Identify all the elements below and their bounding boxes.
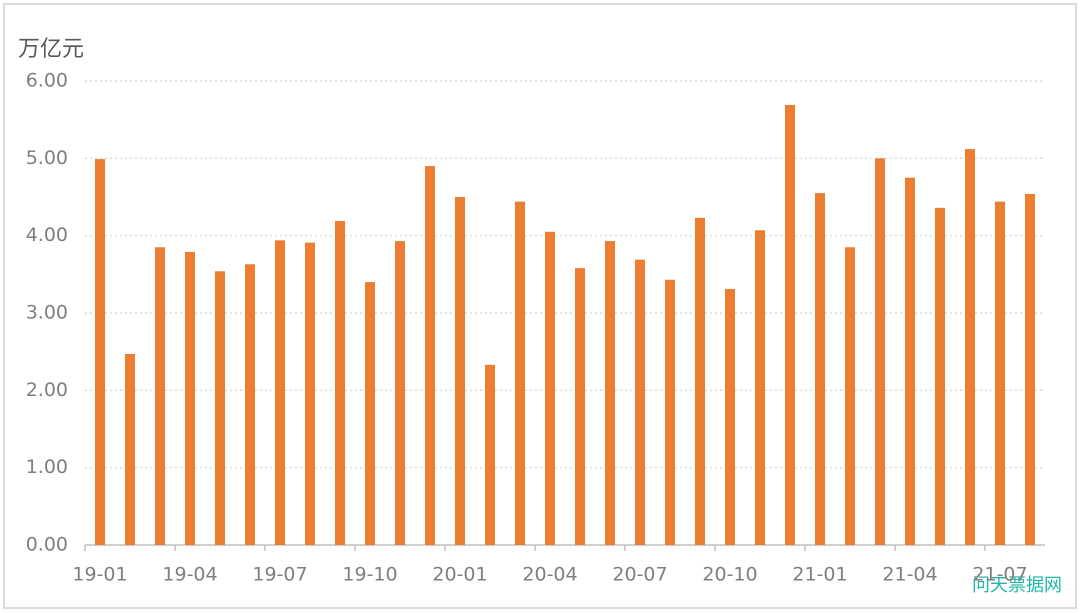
bar	[605, 241, 615, 545]
x-tick-label: 19-10	[342, 564, 397, 586]
bar	[395, 241, 405, 545]
x-tick-label: 20-01	[432, 564, 487, 586]
x-tick-label: 21-01	[792, 564, 847, 586]
frame	[3, 3, 1077, 609]
x-tick-label: 19-01	[72, 564, 127, 586]
bar	[845, 247, 855, 545]
bar	[335, 220, 345, 545]
bar	[545, 231, 555, 546]
bar	[965, 149, 975, 545]
bar	[425, 166, 435, 546]
bar	[455, 197, 465, 545]
bar	[725, 289, 735, 545]
x-tick-label: 21-07	[972, 564, 1027, 586]
bar	[575, 268, 585, 545]
bar	[875, 158, 885, 546]
bar	[935, 207, 945, 545]
x-tick-label: 20-04	[522, 564, 577, 586]
y-axis-label: 万亿元	[18, 37, 84, 62]
x-tick-label: 20-07	[612, 564, 667, 586]
bar	[635, 259, 645, 545]
bar	[215, 271, 225, 545]
bar	[155, 247, 165, 545]
x-tick-label: 20-10	[702, 564, 757, 586]
x-tick-label: 19-04	[162, 564, 217, 586]
y-tick-label: 5.00	[26, 147, 68, 169]
bar	[485, 364, 495, 545]
bar	[785, 104, 795, 546]
y-tick-label: 0.00	[26, 534, 68, 556]
bar	[365, 282, 375, 545]
bar	[755, 230, 765, 545]
y-tick-label: 4.00	[26, 224, 68, 246]
bar	[995, 201, 1005, 545]
bar	[305, 242, 315, 546]
bar	[245, 264, 255, 545]
bar	[275, 240, 285, 545]
bar	[695, 217, 705, 545]
bar	[1025, 193, 1035, 545]
x-tick-label: 19-07	[252, 564, 307, 586]
y-tick-label: 3.00	[26, 302, 68, 324]
watermark: 问天票据网	[972, 575, 1062, 596]
y-tick-label: 6.00	[26, 70, 68, 92]
x-tick-label: 21-04	[882, 564, 937, 586]
bar	[515, 201, 525, 545]
bar	[815, 193, 825, 545]
bar	[905, 177, 915, 545]
y-tick-label: 1.00	[26, 456, 68, 478]
bar	[95, 159, 105, 545]
bar	[185, 251, 195, 545]
bar	[125, 353, 135, 545]
y-tick-label: 2.00	[26, 379, 68, 401]
bar	[665, 279, 675, 545]
